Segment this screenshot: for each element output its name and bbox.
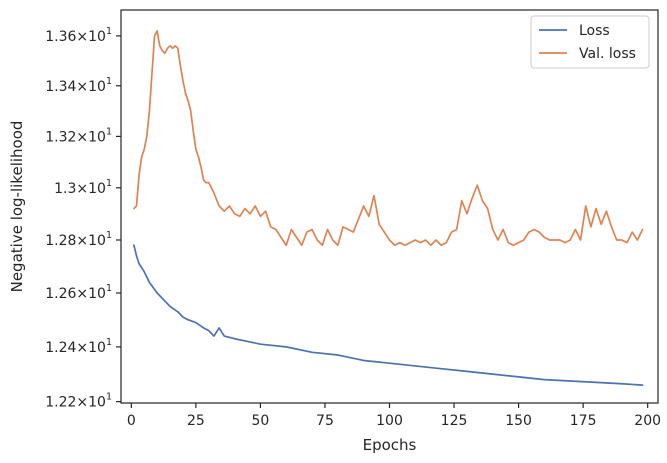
- x-axis-label: Epochs: [363, 436, 417, 454]
- y-tick-label: 1.36×101: [45, 26, 112, 45]
- y-tick-times: ×: [76, 79, 88, 95]
- y-tick-mantissa: 1.28: [45, 233, 76, 249]
- y-tick-base: 10: [88, 395, 106, 411]
- y-tick-mantissa: 1.22: [45, 395, 76, 411]
- x-tick-label: 75: [316, 413, 334, 429]
- y-tick-mantissa: 1.26: [45, 286, 76, 302]
- y-tick-base: 10: [88, 340, 106, 356]
- y-tick-base: 10: [88, 29, 106, 45]
- x-tick-label: 200: [634, 413, 661, 429]
- y-tick-label: 1.28×101: [45, 230, 112, 249]
- x-tick-label: 100: [376, 413, 403, 429]
- x-axis: 0 25 50 75 100 125 150 175 200: [127, 403, 661, 429]
- y-tick-times: ×: [76, 286, 88, 302]
- legend: Loss Val. loss: [530, 15, 650, 69]
- x-tick-label: 25: [187, 413, 205, 429]
- legend-box: [530, 15, 650, 69]
- x-tick-label: 175: [570, 413, 597, 429]
- y-axis-label: Negative log-likelihood: [8, 121, 26, 293]
- y-tick-base: 10: [88, 286, 106, 302]
- legend-val-loss-label: Val. loss: [579, 46, 636, 62]
- y-tick-label: 1.26×101: [45, 283, 112, 302]
- y-tick-mantissa: 1.24: [45, 340, 76, 356]
- y-tick-times: ×: [76, 129, 88, 145]
- y-tick-label: 1.34×101: [45, 76, 112, 95]
- y-tick-times: ×: [76, 395, 88, 411]
- y-tick-exponent: 1: [106, 76, 112, 87]
- y-tick-mantissa: 1.36: [45, 29, 76, 45]
- y-tick-mantissa: 1.32: [45, 129, 76, 145]
- loss-series-line: [133, 244, 644, 386]
- y-tick-times: ×: [76, 181, 88, 197]
- y-tick-exponent: 1: [106, 230, 112, 241]
- x-tick-label: 50: [251, 413, 269, 429]
- y-tick-label: 1.22×101: [45, 392, 112, 411]
- y-tick-base: 10: [88, 79, 106, 95]
- y-tick-mantissa: 1.34: [45, 79, 76, 95]
- y-tick-exponent: 1: [106, 392, 112, 403]
- y-tick-base: 10: [88, 129, 106, 145]
- y-tick-label: 1.32×101: [45, 126, 112, 145]
- y-tick-base: 10: [88, 233, 106, 249]
- y-tick-exponent: 1: [106, 178, 112, 189]
- y-tick-exponent: 1: [106, 283, 112, 294]
- y-tick-exponent: 1: [106, 26, 112, 37]
- y-tick-exponent: 1: [106, 337, 112, 348]
- legend-loss-label: Loss: [579, 23, 610, 39]
- y-tick-times: ×: [76, 29, 88, 45]
- x-tick-label: 0: [127, 413, 136, 429]
- y-tick-times: ×: [76, 340, 88, 356]
- y-tick-label: 1.3×101: [54, 178, 112, 197]
- y-tick-base: 10: [88, 181, 106, 197]
- x-tick-label: 125: [441, 413, 468, 429]
- x-tick-label: 150: [505, 413, 532, 429]
- y-axis: 1.22×1011.24×1011.26×1011.28×1011.3×1011…: [45, 26, 121, 411]
- y-tick-label: 1.24×101: [45, 337, 112, 356]
- y-tick-exponent: 1: [106, 126, 112, 137]
- series-layer: [133, 30, 644, 386]
- val-loss-series-line: [133, 30, 644, 247]
- y-tick-times: ×: [76, 233, 88, 249]
- y-tick-mantissa: 1.3: [54, 181, 76, 197]
